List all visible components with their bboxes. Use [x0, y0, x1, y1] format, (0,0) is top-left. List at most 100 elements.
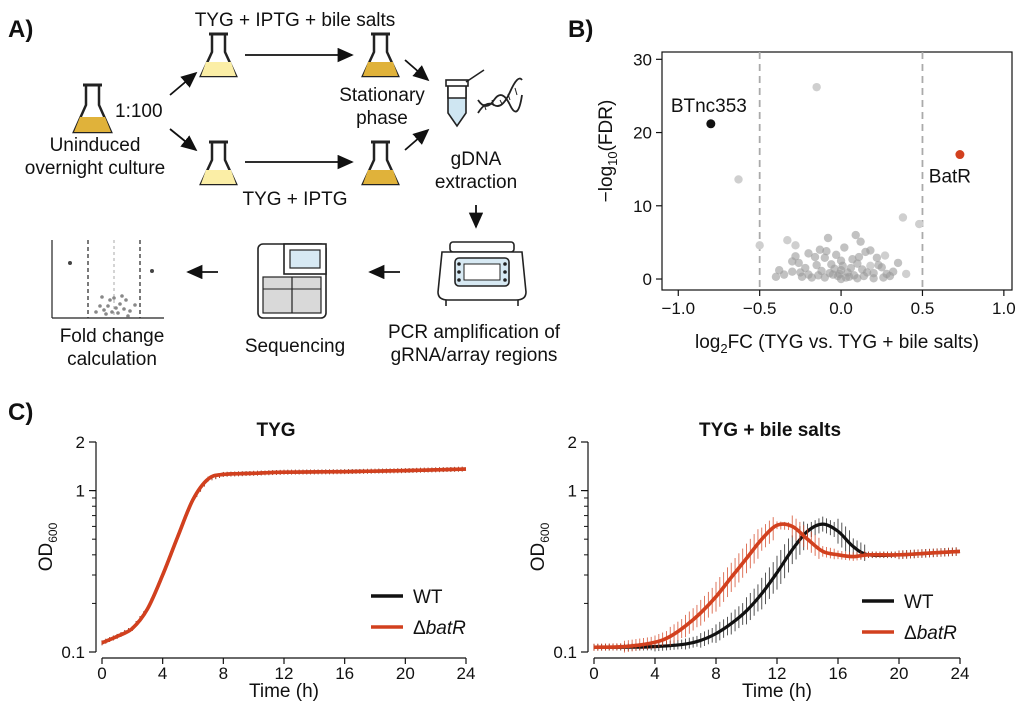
- volcano-point: [872, 253, 882, 262]
- volcano-point: [853, 274, 862, 283]
- highlight-label-batr: BatR: [929, 167, 971, 188]
- volcano-point: [874, 260, 883, 270]
- x-tick-label: −0.5: [743, 299, 777, 318]
- volcano-point: [804, 249, 813, 258]
- mini-volcano-icon: [51, 240, 164, 319]
- x-tick-label: 20: [890, 664, 909, 683]
- foldchange-label-2: calculation: [67, 349, 157, 370]
- condition-bottom-label: TYG + IPTG: [242, 189, 347, 210]
- legend-label-wt: WT: [904, 592, 934, 613]
- volcano-y-axis-label: −log10(FDR): [596, 100, 620, 203]
- y-tick-label: 2: [568, 433, 577, 452]
- volcano-point: [783, 236, 792, 245]
- x-tick-label: 24: [457, 664, 476, 683]
- x-tick-label: 0: [97, 664, 106, 683]
- volcano-point: [869, 274, 878, 283]
- foldchange-label-1: Fold change: [60, 326, 165, 347]
- volcano-point: [804, 270, 813, 279]
- y-tick-label: 20: [633, 124, 652, 143]
- x-tick-label: 20: [396, 664, 415, 683]
- x-axis-label: Time (h): [742, 681, 812, 702]
- sequencing-label: Sequencing: [245, 336, 345, 357]
- flask-uninduced-icon: [72, 83, 113, 134]
- y-tick-label: 30: [633, 50, 652, 69]
- volcano-point: [880, 251, 890, 260]
- flask-bottom-right-icon: [361, 140, 400, 186]
- y-tick-label: 1: [76, 482, 85, 501]
- uninduced-label-1: Uninduced: [50, 135, 141, 156]
- dna-tube-icon: [445, 69, 523, 128]
- x-tick-label: 0: [589, 664, 598, 683]
- y-tick-label: 0: [643, 270, 652, 289]
- stationary-label-1: Stationary: [339, 85, 425, 106]
- volcano-point: [815, 245, 825, 254]
- highlight-point-btnc353: [706, 119, 716, 129]
- dilution-label: 1:100: [115, 101, 163, 122]
- volcano-point: [841, 273, 851, 282]
- x-tick-label: 12: [768, 664, 787, 683]
- volcano-point: [812, 82, 821, 92]
- legend-label-wt: WT: [413, 587, 443, 608]
- volcano-point: [882, 269, 891, 279]
- chart-title: TYG + bile salts: [699, 420, 841, 441]
- gdna-label-1: gDNA: [451, 149, 502, 170]
- volcano-point: [859, 271, 869, 281]
- stationary-label-2: phase: [356, 108, 408, 129]
- volcano-point: [858, 265, 867, 274]
- flask-top-right-icon: [361, 32, 400, 78]
- panel-a-label: A): [8, 16, 33, 43]
- x-tick-label: 1.0: [992, 299, 1016, 318]
- error-bars-batr: [101, 466, 463, 646]
- volcano-point: [755, 241, 764, 250]
- volcano-point: [801, 263, 810, 273]
- panel-b-label: B): [568, 16, 593, 43]
- highlight-label-btnc353: BTnc353: [671, 96, 747, 117]
- y-tick-label: 0.1: [553, 643, 577, 662]
- x-tick-label: 4: [650, 664, 659, 683]
- volcano-point: [775, 266, 784, 275]
- volcano-plot: BTnc353 BatR −1.0 −0.5 0.0 0.5 1.0 0 10 20 30 lo…: [596, 50, 1016, 356]
- volcano-point: [771, 272, 781, 282]
- pcr-machine-icon: [437, 241, 527, 306]
- legend-label-batr: ΔbatR: [904, 623, 957, 644]
- y-tick-label: 0.1: [61, 643, 85, 662]
- volcano-plot-frame: [661, 51, 1013, 291]
- x-tick-label: 4: [158, 664, 167, 683]
- volcano-point: [856, 237, 865, 246]
- volcano-point: [812, 260, 821, 270]
- panel-c-label: C): [8, 399, 33, 426]
- volcano-point: [820, 253, 829, 262]
- x-tick-label: 8: [219, 664, 228, 683]
- volcano-point: [866, 246, 875, 255]
- volcano-point: [854, 252, 864, 262]
- volcano-point: [838, 261, 847, 271]
- x-tick-label: 16: [829, 664, 848, 683]
- y-tick-label: 1: [568, 482, 577, 501]
- volcano-point: [791, 252, 800, 261]
- error-bars-wt: [593, 516, 957, 652]
- flask-bottom-left-icon: [199, 140, 238, 186]
- volcano-point: [810, 252, 820, 262]
- error-bars-batr: [593, 515, 957, 653]
- series-line-batr: [593, 522, 961, 650]
- series-line-wt: [101, 467, 467, 645]
- x-tick-label: −1.0: [661, 299, 695, 318]
- volcano-point: [898, 213, 908, 222]
- y-axis-label: OD600: [528, 522, 552, 571]
- volcano-point: [825, 268, 834, 278]
- volcano-point: [791, 241, 800, 250]
- uninduced-label-2: overnight culture: [25, 158, 165, 179]
- pcr-label-2: gRNA/array regions: [391, 345, 558, 366]
- x-tick-label: 0.5: [911, 299, 935, 318]
- volcano-point: [893, 258, 903, 268]
- volcano-point: [851, 230, 860, 240]
- gdna-label-2: extraction: [435, 172, 517, 193]
- workflow-arrows: [169, 47, 484, 280]
- x-tick-label: 16: [335, 664, 354, 683]
- volcano-point: [814, 271, 823, 280]
- volcano-point: [915, 219, 924, 229]
- x-tick-label: 0.0: [829, 299, 853, 318]
- volcano-point: [822, 246, 831, 256]
